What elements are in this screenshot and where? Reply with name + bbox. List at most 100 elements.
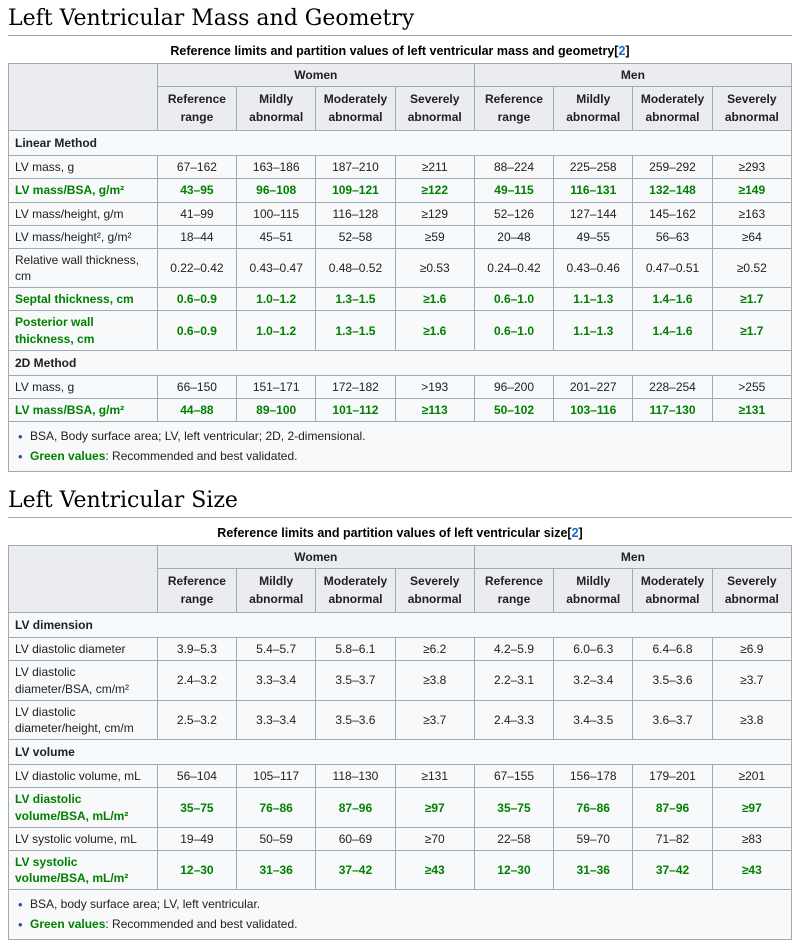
range-cell: 3.3–3.4 [236,699,317,741]
range-cell: 0.6–0.9 [156,310,238,351]
range-cell: 49–115 [473,178,555,203]
range-cell: ≥83 [711,826,793,852]
range-cell: 76–86 [553,787,634,828]
section-label: LV dimension [8,611,792,639]
range-cell: 132–148 [632,178,713,203]
table-caption: Reference limits and partition values of… [8,526,792,540]
group-header-row: Women Men [8,62,793,131]
range-cell: 37–42 [315,850,396,891]
range-cell: 12–30 [473,850,555,891]
range-cell: 225–258 [553,155,634,180]
range-cell: 3.4–3.5 [553,699,634,741]
range-cell: 37–42 [632,850,713,891]
row-label: LV mass/BSA, g/m² [8,178,158,203]
table-row: Posterior wall thickness, cm 0.6–0.9 1.0–1… [8,310,793,351]
range-cell: 5.8–6.1 [315,637,396,662]
range-cell: 87–96 [632,787,713,828]
range-cell: 87–96 [315,787,396,828]
range-cell: 163–186 [236,155,317,180]
table-body: LV dimension LV diastolic diameter 3.9–5.3… [8,611,793,891]
table-row: LV mass/BSA, g/m² 44–88 89–100 101–112 ≥113 5… [8,398,793,423]
range-cell: 88–224 [473,155,555,180]
row-label: LV diastolic volume, mL [8,764,158,789]
range-cell: 0.24–0.42 [473,247,555,289]
range-cell: 44–88 [156,398,238,423]
range-cell: 56–63 [632,224,713,249]
group-header-women: Women [156,544,475,570]
range-cell: ≥1.7 [711,310,793,351]
section-heading: Left Ventricular Mass and Geometry [8,6,792,36]
reference-link[interactable]: 2 [571,526,579,540]
range-cell: 89–100 [236,398,317,423]
table-row: LV diastolic volume, mL 56–104 105–117 118–… [8,764,793,789]
reference-link[interactable]: 2 [618,44,626,58]
range-cell: 3.3–3.4 [236,660,317,701]
table-row: LV systolic volume/BSA, mL/m² 12–30 31–36 3… [8,850,793,891]
footnote-item: Green values: Recommended and best valid… [16,448,788,466]
range-cell: 2.2–3.1 [473,660,555,701]
footnote-cell: BSA, body surface area; LV, left ventric… [8,889,792,940]
range-cell: ≥97 [394,787,475,828]
col-header: Reference range [473,568,555,613]
row-label: LV mass, g [8,375,158,400]
range-cell: 151–171 [236,375,317,400]
footnote-item: BSA, body surface area; LV, left ventric… [16,896,788,914]
range-cell: 96–200 [473,375,555,400]
range-cell: ≥131 [711,398,793,423]
table-caption: Reference limits and partition values of… [8,44,792,58]
col-header: Reference range [156,568,238,613]
row-label: Septal thickness, cm [8,287,158,312]
range-cell: ≥97 [711,787,793,828]
range-cell: 50–102 [473,398,555,423]
table-row: Septal thickness, cm 0.6–0.9 1.0–1.2 1.3–1.… [8,287,793,312]
table-row: LV diastolic diameter/BSA, cm/m² 2.4–3.2 3… [8,660,793,701]
caption-text: Reference limits and partition values of… [170,44,615,58]
range-cell: 1.0–1.2 [236,287,317,312]
range-cell: 31–36 [553,850,634,891]
range-cell: ≥1.6 [394,287,475,312]
range-cell: ≥43 [394,850,475,891]
range-cell: 201–227 [553,375,634,400]
range-cell: 6.4–6.8 [632,637,713,662]
corner-cell [8,63,158,131]
footnote-cell: BSA, Body surface area; LV, left ventric… [8,421,792,472]
range-cell: 3.5–3.7 [315,660,396,701]
col-header: Mildly abnormal [236,86,317,131]
range-cell: 12–30 [156,850,238,891]
range-cell: 172–182 [315,375,396,400]
col-header: Mildly abnormal [553,86,634,131]
range-cell: 56–104 [156,764,238,789]
range-cell: 105–117 [236,764,317,789]
range-cell: ≥70 [394,826,475,852]
footnote-green-label: Green values [30,449,106,464]
range-cell: 2.4–3.3 [473,699,555,741]
range-cell: 116–128 [315,201,396,226]
range-cell: ≥0.53 [394,247,475,289]
reference-table: Women Men Reference range Mildly abnorma… [8,544,793,940]
range-cell: 0.43–0.46 [553,247,634,289]
footnote-text: BSA, body surface area; LV, left ventric… [30,897,261,912]
table-row: LV mass/height, g/m 41–99 100–115 116–128 ≥1… [8,201,793,226]
sub-header-row: Reference range Mildly abnormal Moderate… [9,568,793,613]
col-header: Mildly abnormal [236,568,317,613]
row-label: LV systolic volume, mL [8,826,158,852]
col-header: Moderately abnormal [632,86,713,131]
footnote-item: BSA, Body surface area; LV, left ventric… [16,428,788,446]
range-cell: 22–58 [473,826,555,852]
range-cell: ≥163 [711,201,793,226]
range-cell: ≥3.8 [711,699,793,741]
ref-bracket-close: ] [625,44,630,58]
section-row: LV volume [8,739,792,766]
row-label: LV systolic volume/BSA, mL/m² [8,850,158,891]
range-cell: ≥3.7 [394,699,475,741]
range-cell: ≥113 [394,398,475,423]
table-row: Relative wall thickness, cm 0.22–0.42 0.43… [8,247,793,289]
group-header-row: Women Men [8,544,793,613]
sub-header-row: Reference range Mildly abnormal Moderate… [9,86,793,131]
range-cell: 127–144 [553,201,634,226]
range-cell: 1.0–1.2 [236,310,317,351]
range-cell: 60–69 [315,826,396,852]
range-cell: 41–99 [156,201,238,226]
row-label: LV diastolic volume/BSA, mL/m² [8,787,158,828]
range-cell: 1.3–1.5 [315,287,396,312]
